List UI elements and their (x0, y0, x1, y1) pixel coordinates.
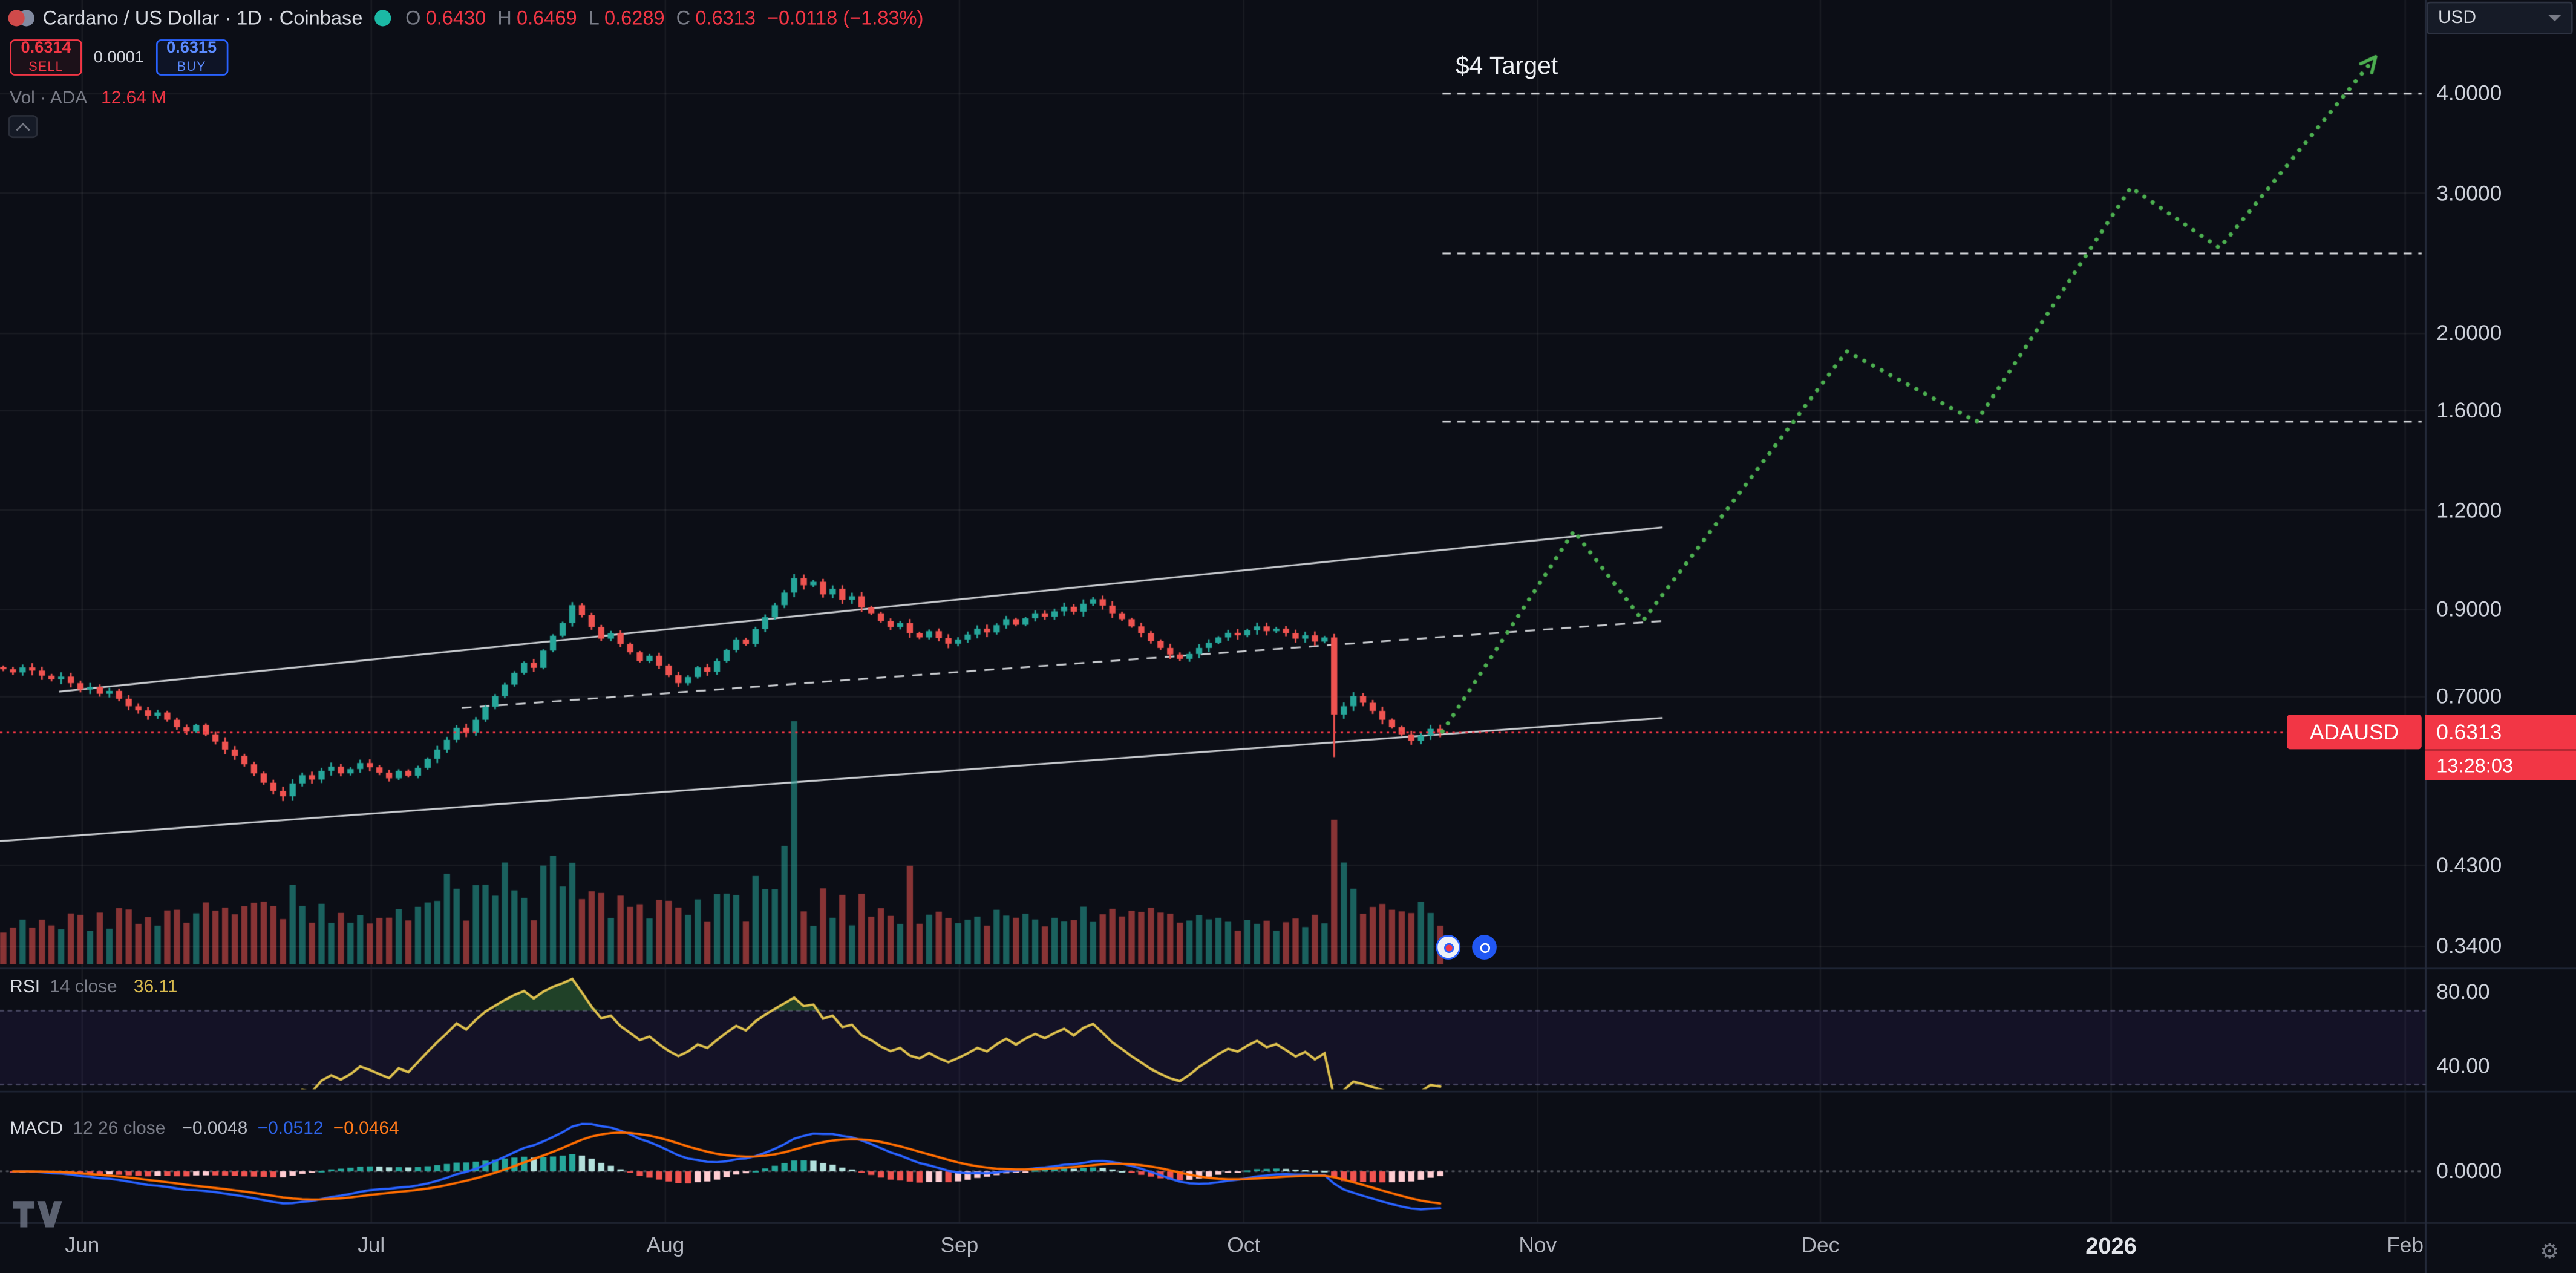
open-value: 0.6430 (425, 6, 486, 30)
symbol-price-tag: ADAUSD (2287, 715, 2422, 750)
price-axis-label: 1.2000 (2436, 497, 2502, 522)
macd-signal-value: −0.0464 (333, 1119, 399, 1139)
ohlc-values: O 0.6430 H 0.6469 L 0.6289 C 0.6313 −0.0118 … (405, 7, 930, 30)
macd-axis-label: 0.0000 (2436, 1158, 2502, 1183)
rsi-legend: RSI 14 close 36.11 (10, 978, 177, 998)
price-axis-label: 0.7000 (2436, 684, 2502, 708)
macd-title[interactable]: MACD (10, 1119, 64, 1139)
rsi-axis-label: 80.00 (2436, 979, 2490, 1004)
tradingview-logo[interactable] (13, 1201, 62, 1237)
change-value: −0.0118 (−1.83%) (767, 6, 924, 30)
volume-label[interactable]: Vol · ADA (10, 88, 87, 109)
price-axis-label: 0.3400 (2436, 934, 2502, 958)
rsi-axis-label: 40.00 (2436, 1053, 2490, 1078)
legend-collapse-button[interactable] (8, 115, 38, 139)
currency-selector[interactable]: USD (2426, 1, 2573, 35)
target-annotation[interactable]: $4 Target (1456, 52, 1558, 81)
low-value: 0.6289 (604, 6, 665, 30)
tv-logo-icon (13, 1201, 62, 1228)
sell-price: 0.6314 (21, 39, 71, 58)
time-axis[interactable]: Jun Jul Aug Sep Oct Nov Dec 2026 Feb (0, 1222, 2576, 1273)
buy-button[interactable]: 0.6315 BUY (155, 39, 228, 76)
high-label: H (497, 6, 512, 30)
time-axis-label: Dec (1801, 1232, 1840, 1257)
price-axis-label: 3.0000 (2436, 180, 2502, 205)
close-value: 0.6313 (695, 6, 756, 30)
price-axis-label: 4.0000 (2436, 80, 2502, 105)
candle-countdown: 13:28:03 (2425, 750, 2576, 781)
time-axis-label: Sep (940, 1232, 979, 1257)
macd-params: 12 26 close (73, 1119, 166, 1139)
time-axis-label: Aug (646, 1232, 685, 1257)
trade-buttons: 0.6314 SELL 0.0001 0.6315 BUY (10, 39, 228, 76)
buy-label: BUY (177, 59, 206, 74)
macd-legend: MACD 12 26 close −0.0048 −0.0512 −0.0464 (10, 1119, 399, 1139)
high-value: 0.6469 (516, 6, 577, 30)
pair-logo-icon (8, 10, 35, 27)
time-axis-label: Jun (65, 1232, 100, 1257)
time-axis-label: Nov (1518, 1232, 1557, 1257)
exchange-logo-icon (374, 10, 391, 27)
rsi-title[interactable]: RSI (10, 977, 41, 998)
time-axis-label: Jul (358, 1232, 385, 1257)
symbol-legend: Cardano / US Dollar · 1D · Coinbase O 0.6… (8, 7, 930, 30)
low-label: L (588, 6, 600, 30)
macd-line-value: −0.0512 (257, 1119, 324, 1139)
event-badges (1436, 935, 1497, 960)
time-axis-label: Oct (1227, 1232, 1261, 1257)
spread-value: 0.0001 (93, 48, 144, 67)
currency-label: USD (2437, 8, 2477, 28)
open-label: O (405, 6, 421, 30)
time-axis-label: 2026 (2085, 1232, 2137, 1259)
rsi-params: 14 close (50, 977, 117, 998)
price-axis-label: 2.0000 (2436, 320, 2502, 345)
price-axis-label: 0.4300 (2436, 852, 2502, 877)
macd-hist-value: −0.0048 (181, 1119, 248, 1139)
event-badge-ring-icon (1479, 942, 1489, 952)
gear-icon[interactable]: ⚙ (2540, 1239, 2559, 1264)
price-axis[interactable]: USD 4.0000 3.0000 2.0000 1.6000 1.2000 0.9000… (2425, 0, 2576, 1273)
close-label: C (676, 6, 691, 30)
chevron-up-icon (16, 122, 30, 136)
sell-button[interactable]: 0.6314 SELL (10, 39, 82, 76)
price-axis-label: 1.6000 (2436, 398, 2502, 422)
event-badge-2[interactable] (1472, 935, 1497, 960)
buy-price: 0.6315 (166, 39, 217, 58)
volume-value: 12.64 M (101, 88, 167, 109)
event-badge-dot-icon (1443, 942, 1453, 952)
sell-label: SELL (28, 59, 64, 74)
price-axis-label: 0.9000 (2436, 597, 2502, 622)
symbol-title[interactable]: Cardano / US Dollar · 1D · Coinbase (42, 6, 363, 30)
time-axis-label: Feb (2387, 1232, 2424, 1257)
chevron-down-icon (2548, 15, 2561, 22)
rsi-value: 36.11 (133, 977, 178, 998)
volume-legend: Vol · ADA 12.64 M (10, 89, 166, 109)
event-badge-1[interactable] (1436, 935, 1461, 960)
last-price-label: 0.6313 (2425, 715, 2576, 750)
